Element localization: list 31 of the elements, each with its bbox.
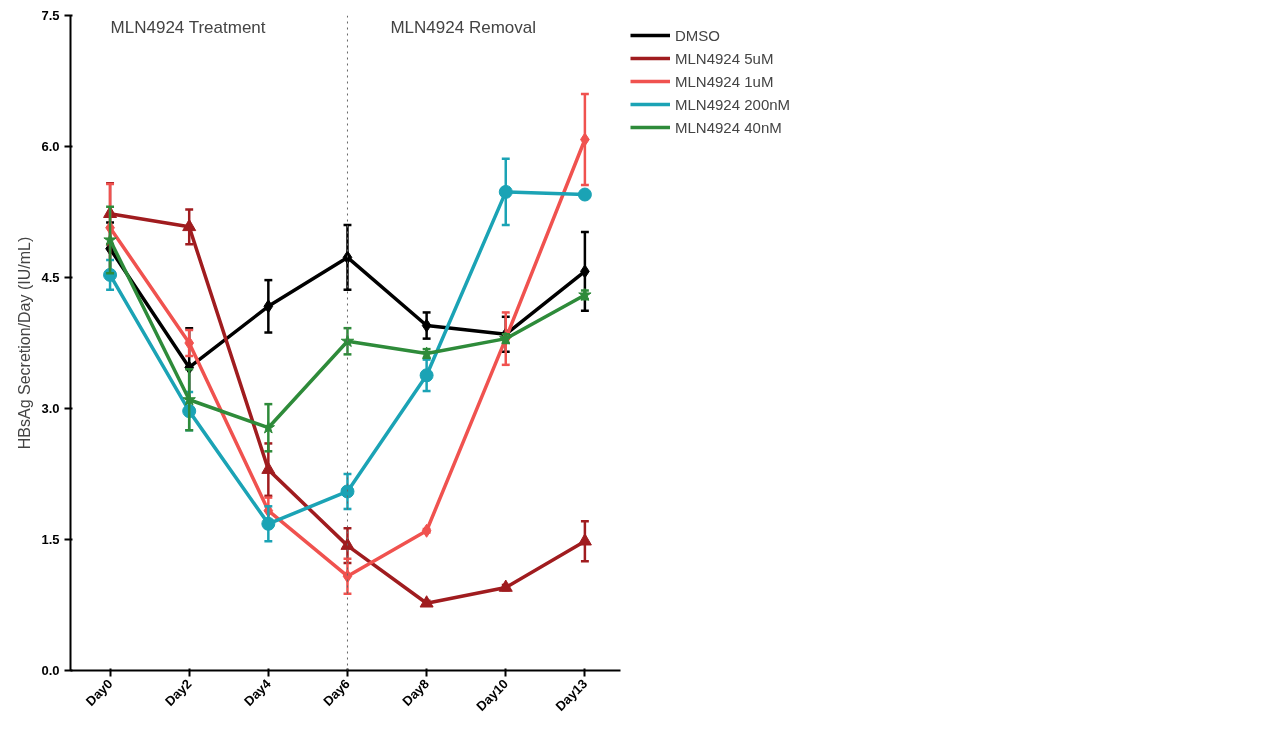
legend-label: DMSO — [675, 26, 720, 44]
point — [182, 218, 197, 232]
legend-label: MLN4924 40nM — [675, 118, 782, 136]
point — [419, 368, 434, 383]
y-tick-label: 6.0 — [41, 139, 60, 154]
y-axis-title: HBsAg Secretion/Day (IU/mL) — [16, 236, 34, 450]
legend-label: MLN4924 1uM — [675, 72, 774, 90]
y-tick-label: 3.0 — [41, 401, 60, 416]
point — [261, 516, 276, 531]
point — [577, 533, 592, 546]
annotation: MLN4924 Removal — [390, 17, 536, 37]
point — [261, 461, 276, 474]
point — [577, 187, 592, 202]
legend-label: MLN4924 5uM — [675, 49, 774, 67]
y-tick-label: 7.5 — [41, 8, 60, 23]
point — [184, 336, 195, 350]
y-tick-label: 1.5 — [41, 532, 60, 547]
point — [342, 569, 353, 584]
legend-label: MLN4924 200nM — [675, 95, 791, 113]
y-tick-label: 4.5 — [41, 270, 60, 285]
point — [498, 184, 513, 199]
point — [340, 537, 355, 550]
point — [340, 334, 355, 348]
y-tick-label: 0.0 — [41, 663, 60, 678]
point — [419, 595, 434, 608]
point — [261, 420, 276, 434]
point — [421, 318, 432, 333]
point — [263, 299, 274, 314]
point — [342, 250, 353, 265]
annotation: MLN4924 Treatment — [110, 17, 266, 37]
point — [340, 484, 355, 499]
